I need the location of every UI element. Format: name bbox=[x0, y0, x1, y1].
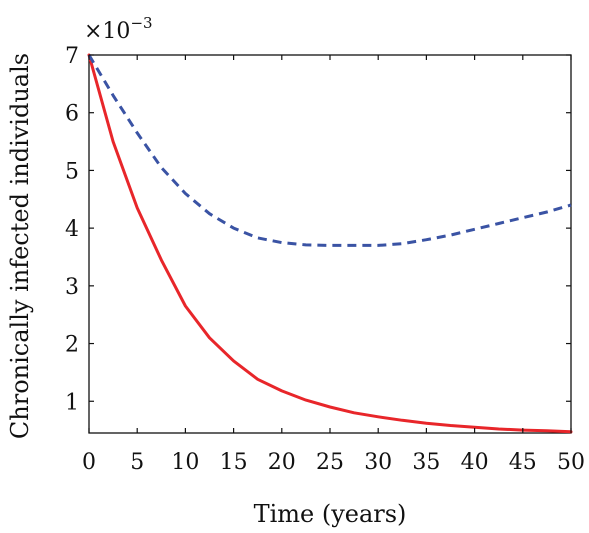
x-tick-label: 40 bbox=[461, 450, 489, 475]
y-tick-label: 1 bbox=[65, 390, 79, 415]
y-tick-label: 7 bbox=[65, 44, 79, 69]
y-tick-label: 6 bbox=[65, 102, 79, 127]
y-tick-label: 5 bbox=[65, 159, 79, 184]
x-tick-label: 50 bbox=[557, 450, 585, 475]
series-layer bbox=[87, 53, 573, 434]
x-tick-label: 25 bbox=[316, 450, 344, 475]
x-tick-label: 45 bbox=[509, 450, 537, 475]
x-tick-label: 20 bbox=[268, 450, 296, 475]
x-tick-label: 15 bbox=[220, 450, 248, 475]
series-line-2 bbox=[87, 54, 572, 247]
x-tick-label: 0 bbox=[82, 450, 96, 475]
y-axis-multiplier: ×10−3 bbox=[84, 14, 153, 44]
x-tick-label: 5 bbox=[130, 450, 144, 475]
plot-frame bbox=[88, 54, 572, 434]
y-multiplier-base: ×10 bbox=[84, 19, 130, 44]
y-tick-label: 2 bbox=[65, 333, 79, 358]
y-tick-label: 3 bbox=[65, 275, 79, 300]
x-tick-label: 30 bbox=[364, 450, 392, 475]
x-tick-label: 10 bbox=[171, 450, 199, 475]
x-tick-label: 35 bbox=[412, 450, 440, 475]
y-axis-title: Chronically infected individuals bbox=[6, 53, 34, 439]
x-axis-title: Time (years) bbox=[254, 500, 407, 528]
plot-area bbox=[88, 54, 572, 434]
series-line-1 bbox=[87, 53, 573, 434]
y-multiplier-exponent: −3 bbox=[130, 14, 152, 32]
y-tick-label: 4 bbox=[65, 217, 79, 242]
